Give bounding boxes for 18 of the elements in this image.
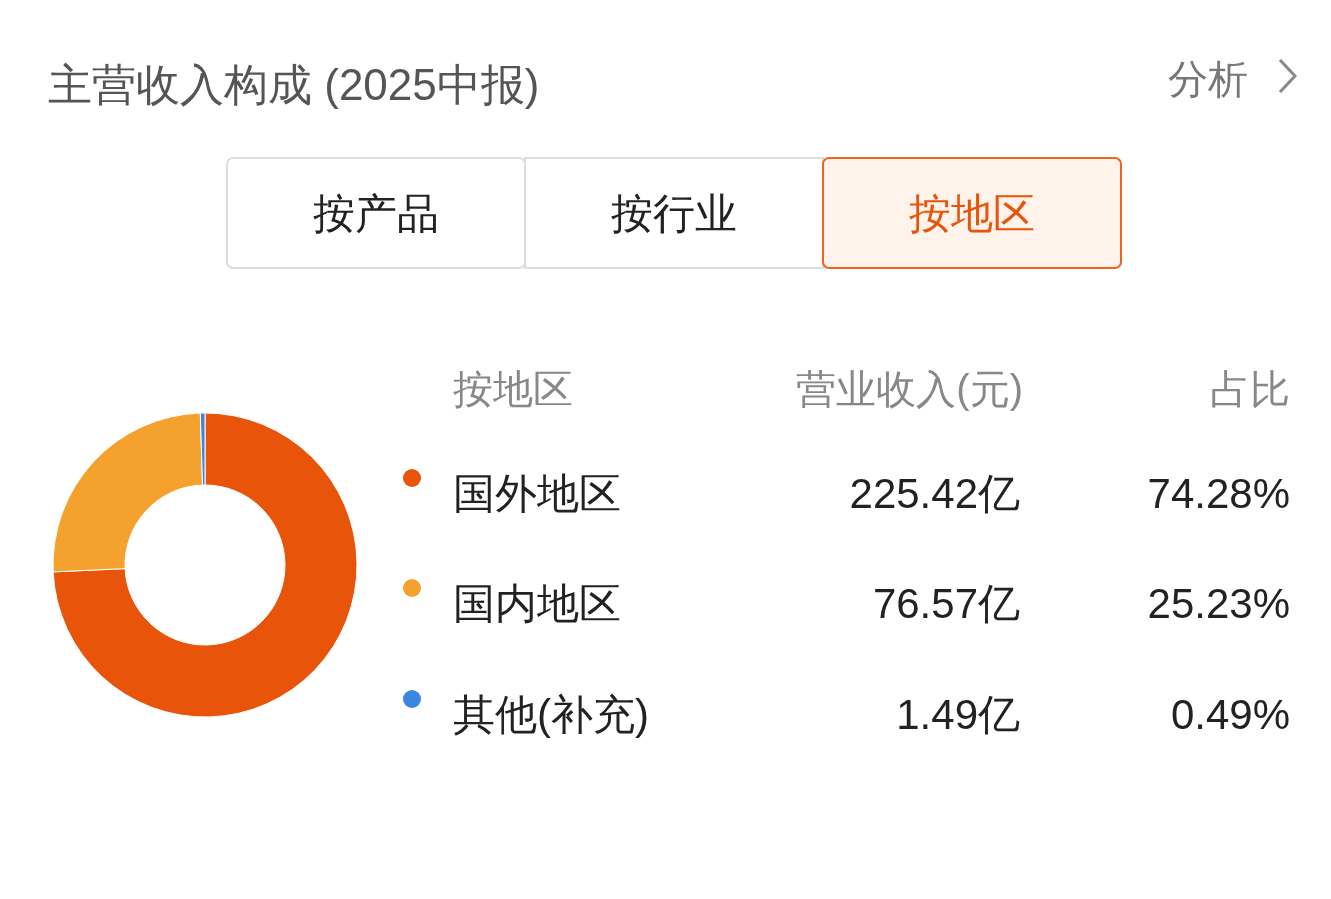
- text: 74.28%: [1147, 470, 1290, 517]
- text: 按行业: [611, 190, 737, 237]
- text: 占比: [1210, 367, 1290, 411]
- legend-label: 国外地区: [453, 470, 621, 517]
- data-label: 76.57亿: [872, 580, 1020, 627]
- legend-label: 国内地区: [453, 580, 621, 627]
- text: 0.49%: [1170, 691, 1290, 738]
- text: 分析: [1168, 57, 1248, 101]
- legend-title: 按地区: [453, 367, 573, 411]
- text: 按产品: [313, 190, 439, 237]
- text: 营业收入(元): [796, 367, 1023, 411]
- text: 按地区: [909, 190, 1035, 237]
- data-label: 225.42亿: [849, 470, 1020, 517]
- chart-title: 主营收入构成 (2025中报): [48, 60, 540, 109]
- donut-slice: [52, 412, 358, 718]
- legend-label: 其他(补充): [453, 691, 649, 738]
- data-label: 1.49亿: [896, 691, 1020, 738]
- text: 25.23%: [1147, 580, 1290, 627]
